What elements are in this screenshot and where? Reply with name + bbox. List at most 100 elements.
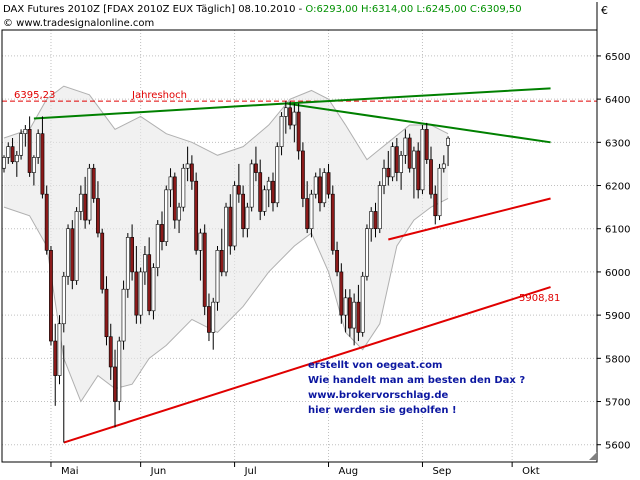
jahreshoch-text-label: Jahreshoch — [131, 90, 187, 101]
candle-body — [66, 228, 70, 277]
candle-body — [300, 150, 305, 199]
y-tick-label: 5700 — [605, 398, 630, 409]
candle-body — [365, 228, 369, 277]
chart-title: DAX Futures 2010Z [FDAX 2010Z EUX Täglic… — [3, 4, 522, 15]
candle-body — [254, 163, 258, 173]
candle-body — [335, 250, 339, 273]
candle-body — [279, 116, 284, 147]
candle-body — [228, 206, 233, 247]
candle-body — [309, 193, 314, 230]
candle-body — [181, 167, 186, 208]
candle-body — [377, 185, 382, 230]
candle-body — [10, 146, 15, 163]
y-tick-label: 5800 — [605, 354, 630, 365]
candle-body — [412, 150, 416, 169]
jahreshoch-value-label: 6395,23 — [14, 90, 55, 101]
candle-body — [185, 163, 190, 169]
candle-body — [104, 288, 109, 338]
info-line-4: hier werden sie geholfen ! — [308, 405, 457, 416]
candle-body — [155, 224, 160, 268]
candle-body — [241, 193, 246, 230]
candle-body — [143, 254, 147, 273]
y-tick-label: 5900 — [605, 311, 630, 322]
x-tick-label: Aug — [339, 466, 359, 477]
candle-body — [262, 189, 267, 212]
candle-body — [249, 163, 254, 208]
y-tick-label: 6400 — [605, 95, 630, 106]
band-lower-line — [3, 198, 449, 403]
y-tick-label: 6500 — [605, 52, 630, 63]
candle-body — [292, 111, 297, 126]
x-tick-label: Mai — [61, 466, 79, 477]
candle-body — [198, 232, 203, 251]
instrument-title: DAX Futures 2010Z [FDAX 2010Z EUX Täglic… — [3, 4, 303, 15]
candle-body — [168, 176, 173, 191]
candle-body — [390, 146, 395, 178]
y-tick-label: 6100 — [605, 225, 630, 236]
candle-body — [236, 185, 241, 195]
ohlc-readout: O:6293,00 H:6314,00 L:6245,00 C:6309,50 — [305, 4, 522, 15]
y-tick-label: 6000 — [605, 268, 630, 279]
candle-body — [74, 211, 79, 281]
candle-body — [369, 211, 374, 230]
candle-body — [211, 301, 216, 333]
info-line-2: Wie handelt man am besten den Dax ? — [308, 375, 526, 386]
candle-body — [49, 250, 53, 342]
candle-body — [61, 275, 66, 325]
candles — [2, 101, 450, 428]
copyright-text: © www.tradesignalonline.com — [3, 18, 155, 29]
candle-body — [446, 137, 450, 146]
candle-body — [271, 180, 275, 204]
info-line-1: erstellt von oegeat.com — [308, 360, 443, 371]
candle-body — [44, 193, 49, 251]
candle-body — [399, 154, 404, 173]
candle-body — [232, 185, 237, 247]
candle-body — [356, 301, 361, 333]
x-tick-label: Sep — [432, 466, 451, 477]
candle-body — [441, 163, 446, 169]
candle-body — [343, 297, 348, 316]
candle-body — [57, 323, 62, 376]
candle-body — [121, 288, 126, 342]
candle-body — [53, 340, 58, 376]
candle-body — [224, 206, 228, 273]
x-tick-label: Jul — [244, 466, 257, 477]
candle-body — [275, 146, 280, 204]
y-tick-label: 5600 — [605, 441, 630, 452]
candle-body — [215, 250, 220, 303]
candle-body — [429, 159, 433, 195]
candle-body — [172, 176, 177, 221]
currency-symbol: € — [601, 4, 608, 17]
candle-body — [433, 193, 438, 217]
candle-body — [424, 129, 429, 160]
candle-body — [2, 157, 6, 169]
candle-body — [100, 232, 105, 290]
trendline-value-label: 5908,81 — [519, 293, 560, 304]
candle-body — [125, 237, 130, 290]
candle-body — [266, 180, 271, 191]
candle-body — [96, 198, 100, 234]
candle-body — [83, 193, 88, 221]
candle-body — [347, 297, 352, 329]
candle-body — [36, 133, 41, 158]
candle-body — [160, 224, 164, 242]
candle-body — [23, 129, 28, 134]
candle-body — [14, 154, 19, 163]
candle-body — [202, 232, 207, 307]
candle-body — [296, 111, 301, 152]
candle-body — [164, 189, 169, 242]
candle-body — [330, 193, 335, 251]
candle-body — [78, 193, 83, 212]
x-tick-label: Jun — [150, 466, 167, 477]
candle-body — [147, 254, 152, 312]
candle-body — [113, 366, 117, 402]
candle-body — [130, 237, 135, 273]
trendline — [63, 286, 551, 444]
candle-body — [420, 129, 425, 191]
candle-body — [437, 167, 442, 217]
candle-body — [373, 211, 378, 230]
candle-body — [189, 163, 194, 182]
candle-body — [108, 336, 113, 368]
candle-body — [6, 146, 11, 158]
